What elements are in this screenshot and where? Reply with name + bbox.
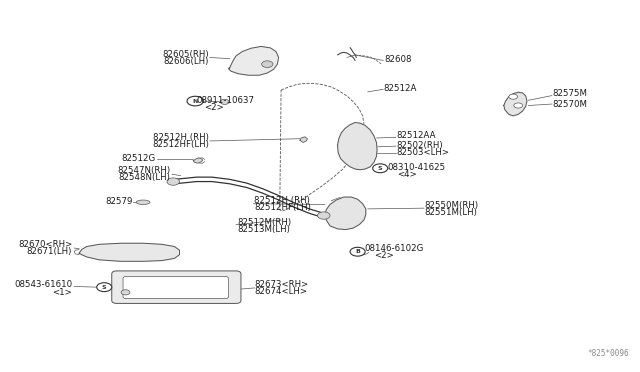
Text: <2>: <2> <box>374 251 394 260</box>
Text: 82674<LH>: 82674<LH> <box>255 287 308 296</box>
Text: 82512A: 82512A <box>383 84 417 93</box>
Circle shape <box>220 99 229 105</box>
Text: 82512M(RH): 82512M(RH) <box>237 218 291 227</box>
Circle shape <box>514 103 523 108</box>
Text: N: N <box>193 99 198 103</box>
Text: 82548N(LH): 82548N(LH) <box>119 173 171 182</box>
FancyBboxPatch shape <box>123 276 228 299</box>
Text: 08911-10637: 08911-10637 <box>196 96 255 105</box>
Circle shape <box>187 96 204 106</box>
Text: 82579: 82579 <box>105 197 132 206</box>
Text: 82605(RH): 82605(RH) <box>163 50 209 59</box>
Text: 82547N(RH): 82547N(RH) <box>118 166 171 175</box>
Polygon shape <box>504 92 527 116</box>
Polygon shape <box>300 137 307 142</box>
Text: 08146-6102G: 08146-6102G <box>365 244 424 253</box>
Circle shape <box>262 61 273 67</box>
Text: 82575M: 82575M <box>552 89 587 98</box>
Text: 82606(LH): 82606(LH) <box>164 57 209 66</box>
Text: 82512HF(LH): 82512HF(LH) <box>254 202 311 212</box>
Ellipse shape <box>136 200 150 205</box>
Text: 82608: 82608 <box>385 55 412 64</box>
Polygon shape <box>325 197 366 230</box>
Polygon shape <box>193 158 203 163</box>
Text: S: S <box>378 166 383 171</box>
Text: <2>: <2> <box>205 103 225 112</box>
Circle shape <box>167 178 179 185</box>
Text: 82503<LH>: 82503<LH> <box>396 148 449 157</box>
Circle shape <box>509 94 518 99</box>
Text: 82512HF(LH): 82512HF(LH) <box>152 140 209 149</box>
Text: 82512AA: 82512AA <box>396 131 435 140</box>
Circle shape <box>372 164 388 173</box>
Text: 08310-41625: 08310-41625 <box>388 163 446 172</box>
Text: 08543-61610: 08543-61610 <box>14 280 72 289</box>
Polygon shape <box>337 122 377 170</box>
Polygon shape <box>223 101 228 103</box>
Circle shape <box>317 212 330 219</box>
Text: 82670<RH>: 82670<RH> <box>18 240 72 249</box>
Polygon shape <box>228 46 278 75</box>
Text: 82551M(LH): 82551M(LH) <box>425 208 477 217</box>
Text: 82512H (RH): 82512H (RH) <box>153 133 209 142</box>
Text: 82673<RH>: 82673<RH> <box>255 280 309 289</box>
Text: 82512H (RH): 82512H (RH) <box>254 196 310 205</box>
FancyBboxPatch shape <box>112 271 241 304</box>
Text: S: S <box>102 285 106 290</box>
Text: 82671(LH): 82671(LH) <box>27 247 72 256</box>
Text: 82550M(RH): 82550M(RH) <box>425 201 479 210</box>
Text: B: B <box>355 249 360 254</box>
Text: 82513M(LH): 82513M(LH) <box>237 225 290 234</box>
Polygon shape <box>79 243 179 261</box>
Text: <1>: <1> <box>52 288 72 297</box>
Circle shape <box>350 247 365 256</box>
Text: 82502(RH): 82502(RH) <box>396 141 442 150</box>
Text: <4>: <4> <box>397 170 417 179</box>
Text: 82570M: 82570M <box>552 100 587 109</box>
Circle shape <box>121 290 130 295</box>
Circle shape <box>97 283 112 292</box>
Text: *825*0096: *825*0096 <box>588 349 629 358</box>
Text: 82512G: 82512G <box>122 154 156 163</box>
